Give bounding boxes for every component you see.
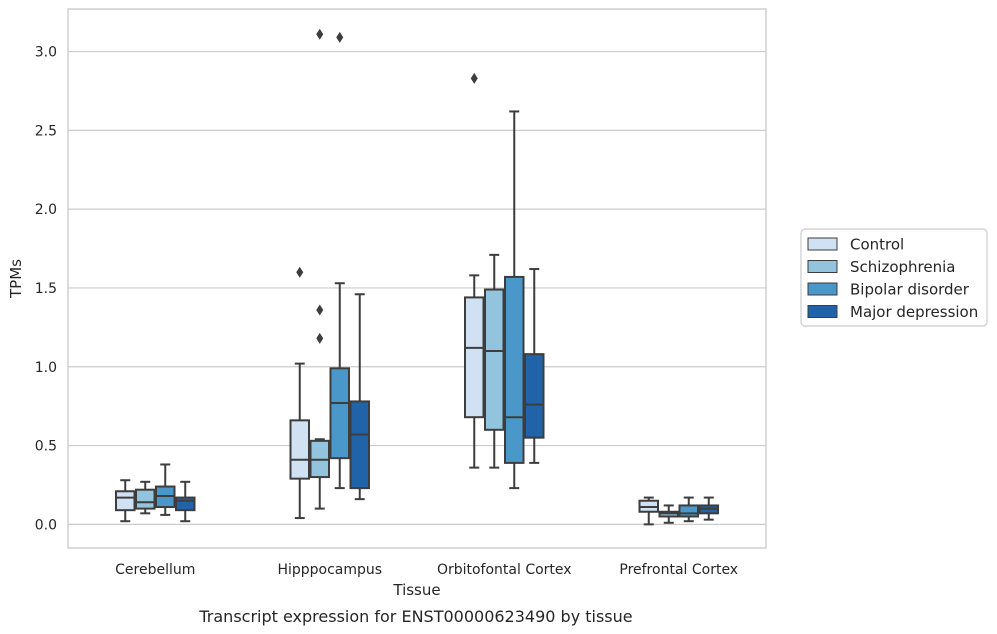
outlier-point [296, 266, 304, 278]
box-iqr [524, 353, 545, 439]
box-schizophrenia [484, 253, 505, 469]
x-axis: Cerebellum Hipppocampus Orbitofontal Corte… [115, 562, 738, 578]
chart-caption: Transcript expression for ENST0000062349… [198, 607, 632, 626]
box-bipolar-disorder [678, 496, 699, 523]
box-iqr [329, 367, 350, 460]
outlier-point [470, 72, 478, 84]
y-tick-label: 0.0 [35, 517, 57, 533]
x-tick-label: Prefrontal Cortex [619, 562, 738, 578]
y-tick-label: 2.5 [35, 123, 57, 139]
box-schizophrenia [135, 480, 156, 515]
box-iqr [175, 496, 196, 512]
box-iqr [484, 288, 505, 431]
box-iqr [115, 490, 136, 512]
box-bipolar-disorder [329, 31, 350, 490]
x-axis-title: Tissue [392, 581, 440, 599]
plot-frame [67, 8, 767, 549]
outlier-point [316, 332, 324, 344]
y-tick-label: 1.0 [35, 360, 57, 376]
y-tick-label: 2.0 [35, 202, 57, 218]
box-iqr [135, 488, 156, 510]
box-iqr [349, 400, 370, 490]
box-schizophrenia [309, 28, 330, 510]
outlier-point [336, 31, 344, 43]
box-iqr [464, 296, 485, 419]
x-tick-label: Hipppocampus [277, 562, 382, 578]
box-iqr [504, 275, 525, 464]
box-major-depression [698, 496, 719, 521]
x-tick-label: Cerebellum [115, 562, 195, 578]
y-tick-label: 3.0 [35, 45, 57, 61]
box-schizophrenia [658, 504, 679, 524]
legend-label: Control [850, 236, 904, 254]
legend: Control Schizophrenia Bipolar disorder Majo… [800, 228, 988, 327]
box-iqr [289, 419, 310, 480]
box-major-depression [349, 293, 370, 501]
legend-swatch [807, 305, 838, 318]
legend-swatch [807, 260, 838, 273]
y-tick-label: 0.5 [35, 439, 57, 455]
box-major-depression [175, 480, 196, 523]
outlier-point [316, 304, 324, 316]
box-plots [115, 28, 719, 526]
box-iqr [678, 504, 699, 518]
grid-lines [68, 50, 766, 525]
legend-swatch [807, 282, 838, 296]
x-tick-label: Orbitofontal Cortex [437, 562, 572, 578]
box-control [464, 72, 485, 469]
box-bipolar-disorder [155, 463, 176, 516]
box-bipolar-disorder [504, 110, 525, 490]
legend-label: Bipolar disorder [850, 281, 970, 299]
box-control [289, 266, 310, 520]
box-control [638, 496, 659, 526]
legend-frame [800, 228, 988, 327]
y-axis: 0.0 0.5 1.0 1.5 2.0 2.5 3.0 [35, 45, 57, 534]
legend-label: Schizophrenia [850, 258, 955, 276]
legend-label: Major depression [850, 303, 978, 321]
y-axis-title: TPMs [7, 259, 25, 299]
box-major-depression [524, 268, 545, 464]
box-control [115, 479, 136, 523]
legend-swatch [807, 237, 838, 251]
outlier-point [316, 28, 324, 40]
y-tick-label: 1.5 [35, 281, 57, 297]
